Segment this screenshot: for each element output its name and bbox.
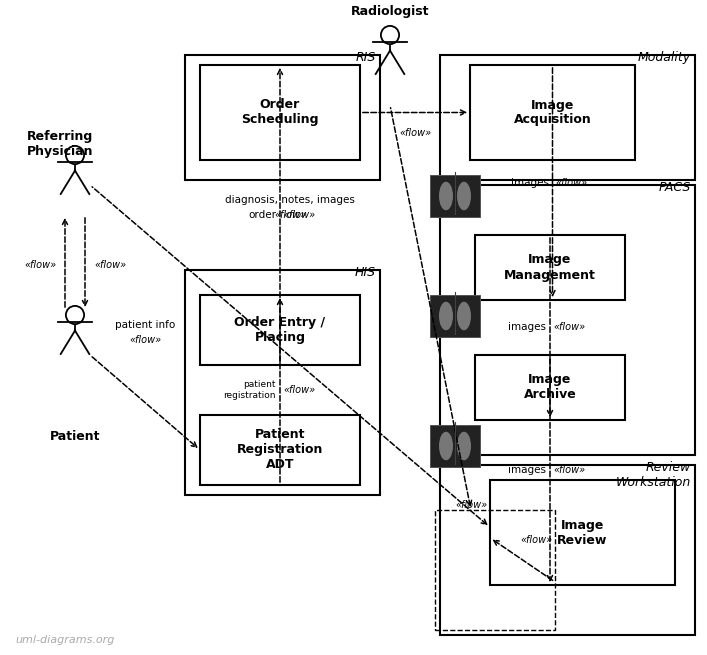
Text: «flow»: «flow»: [24, 260, 56, 270]
Text: uml-diagrams.org: uml-diagrams.org: [15, 635, 115, 645]
Text: «flow»: «flow»: [553, 322, 585, 333]
Bar: [470, 65, 635, 160]
Text: Image
Acquisition: Image Acquisition: [513, 98, 591, 126]
Ellipse shape: [439, 432, 453, 460]
Text: Review
Workstation: Review Workstation: [616, 461, 691, 489]
Text: «flow»: «flow»: [129, 335, 161, 345]
Text: Image
Management: Image Management: [504, 253, 596, 282]
Text: Image
Archive: Image Archive: [524, 373, 576, 402]
Text: order: order: [248, 210, 276, 220]
Bar: [440, 55, 695, 180]
Bar: [200, 415, 360, 485]
Ellipse shape: [439, 181, 453, 210]
Text: images: images: [508, 465, 546, 475]
Text: «flow»: «flow»: [553, 465, 585, 475]
Text: «flow»: «flow»: [556, 178, 588, 187]
Text: Modality: Modality: [638, 51, 691, 64]
Text: «flow»: «flow»: [399, 128, 431, 138]
Ellipse shape: [457, 302, 471, 330]
Text: Order
Scheduling: Order Scheduling: [241, 98, 319, 126]
Bar: [440, 465, 695, 635]
Text: «flow»: «flow»: [521, 535, 553, 545]
Text: Patient
Registration
ADT: Patient Registration ADT: [237, 428, 323, 472]
Text: HIS: HIS: [355, 266, 376, 279]
Bar: [185, 270, 380, 495]
Text: Referring
Physician: Referring Physician: [27, 130, 93, 158]
Text: «flow»: «flow»: [283, 385, 315, 395]
Text: images: images: [510, 178, 549, 187]
Text: patient
registration: patient registration: [223, 381, 276, 400]
Text: Order Entry /
Placing: Order Entry / Placing: [235, 316, 325, 344]
Text: Radiologist: Radiologist: [351, 5, 429, 18]
Text: PACS: PACS: [659, 181, 691, 194]
Bar: [475, 235, 625, 300]
Text: «flow»: «flow»: [274, 210, 306, 220]
Bar: [430, 175, 480, 217]
Bar: [200, 295, 360, 365]
Ellipse shape: [439, 302, 453, 330]
Bar: [430, 295, 480, 337]
Bar: [200, 65, 360, 160]
Bar: [185, 55, 380, 180]
Ellipse shape: [457, 181, 471, 210]
Text: images: images: [508, 322, 546, 333]
Bar: [435, 510, 555, 630]
Text: «flow»: «flow»: [455, 500, 487, 510]
Bar: [430, 425, 480, 467]
Text: «flow»: «flow»: [94, 260, 126, 270]
Text: Image
Review: Image Review: [557, 519, 608, 546]
Bar: [475, 355, 625, 420]
Text: «flow»: «flow»: [283, 210, 315, 220]
Text: Patient: Patient: [49, 430, 100, 443]
Text: diagnosis, notes, images: diagnosis, notes, images: [225, 195, 355, 205]
Bar: [440, 185, 695, 455]
Text: RIS: RIS: [356, 51, 376, 64]
Bar: [490, 480, 675, 585]
Text: patient info: patient info: [115, 320, 175, 330]
Ellipse shape: [457, 432, 471, 460]
